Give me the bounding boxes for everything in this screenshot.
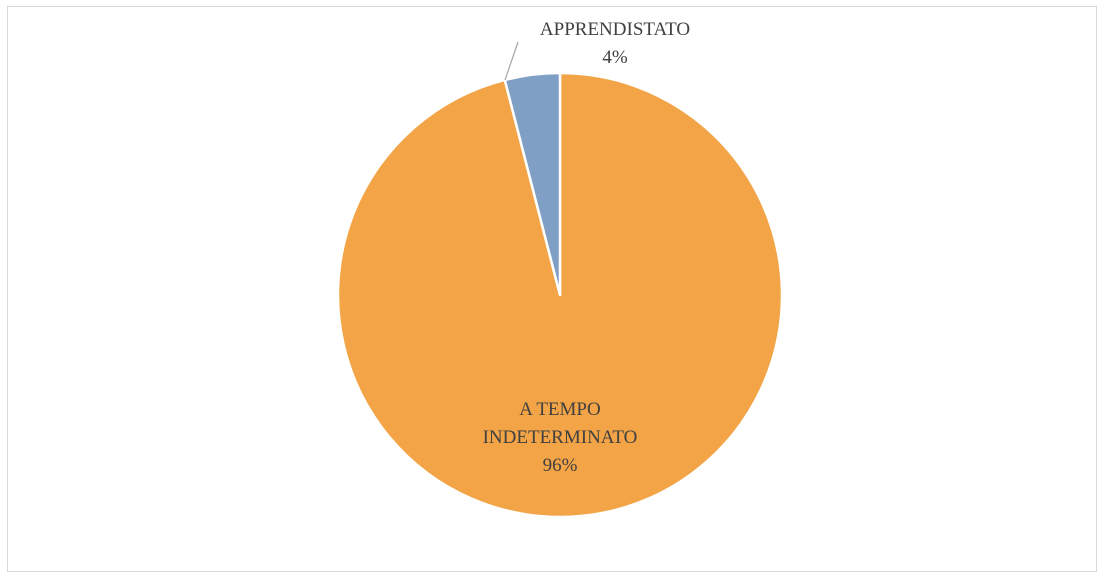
data-label: APPRENDISTATO 4% <box>520 16 710 72</box>
data-label: A TEMPO INDETERMINATO 96% <box>465 396 655 480</box>
category-label: A TEMPO INDETERMINATO <box>482 399 638 448</box>
value-label: 96% <box>542 455 578 476</box>
category-label: APPRENDISTATO <box>539 19 691 40</box>
leader-line <box>504 41 519 81</box>
value-label: 4% <box>602 47 628 68</box>
pie-slice <box>503 71 562 297</box>
